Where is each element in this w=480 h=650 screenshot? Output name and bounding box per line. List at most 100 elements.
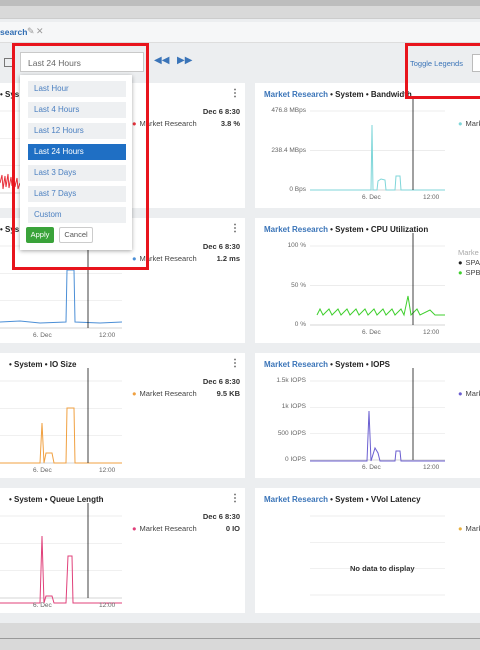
y-tick-label: 1.5k IOPS	[276, 377, 306, 384]
legend-dot: ●	[132, 119, 137, 128]
apply-button[interactable]: Apply	[26, 227, 54, 243]
range-select[interactable]: Last 24 Hours	[20, 52, 144, 72]
range-option[interactable]: Last 7 Days	[28, 186, 126, 202]
toolbar: Last 24 Hours ◀◀ ▶▶ Toggle Legends	[0, 43, 480, 81]
range-option[interactable]: Custom	[28, 207, 126, 223]
y-tick-label: 0 IOPS	[285, 456, 306, 463]
legend-item[interactable]: ● SPA	[458, 258, 480, 267]
hover-value: 0 IO	[225, 524, 240, 533]
edit-icon[interactable]: ✎	[27, 26, 35, 36]
hover-date: Dec 6 8:30	[202, 242, 240, 251]
legend-dot: ●	[458, 268, 463, 277]
hover-value: 3.8 %	[220, 119, 240, 128]
panel-title: Market Research • System • CPU Utilizati…	[264, 225, 428, 234]
metric-name: • Sys	[0, 225, 20, 234]
x-tick-label: 12:00	[99, 467, 116, 474]
legend-item[interactable]: ●Mark	[458, 524, 480, 533]
metric-name: • System • CPU Utilization	[330, 225, 429, 234]
close-icon[interactable]: ✕	[36, 26, 44, 36]
metric-name: • System • IOPS	[330, 360, 390, 369]
cancel-button[interactable]: Cancel	[59, 227, 93, 243]
y-tick-label: 476.8 MBps	[271, 107, 306, 114]
legend-item[interactable]: ● Market Research	[132, 524, 197, 533]
x-tick-label: 12:00	[423, 464, 440, 471]
tab-title[interactable]: search	[0, 27, 28, 37]
legend-dot: ●	[458, 389, 463, 398]
chart-area	[310, 515, 445, 596]
range-option[interactable]: Last 4 Hours	[28, 102, 126, 118]
y-tick-label: 50 %	[291, 281, 306, 289]
legend-item[interactable]: ● Market Research	[132, 389, 197, 398]
next-button[interactable]: ▶▶	[177, 55, 193, 66]
metric-name: • System • Bandwidth	[330, 90, 412, 99]
chart-area	[310, 98, 445, 191]
highlight-box	[12, 43, 149, 270]
legend-label: Market Research	[139, 524, 197, 533]
tab-bar: search ✎ ✕	[0, 22, 480, 43]
source-name[interactable]: Market Research	[264, 225, 329, 234]
panel-title: Market Research • System • IOPS	[264, 360, 390, 369]
chart-panel: Market Research • System • Bandwidth ● Mar…	[255, 83, 480, 208]
range-option[interactable]: Last 12 Hours	[28, 123, 126, 139]
source-name[interactable]: Market Research	[264, 90, 329, 99]
legend-button[interactable]	[472, 54, 480, 72]
hover-value: 9.5 KB	[216, 389, 240, 398]
legend-label: Market Research	[139, 119, 197, 128]
range-value: Last 24 Hours	[28, 58, 81, 68]
x-tick-label: 12:00	[423, 329, 440, 336]
y-tick-label: 100 %	[287, 242, 306, 249]
legend-label: Market Research	[139, 254, 197, 263]
chart-area	[0, 503, 122, 604]
panel-menu[interactable]: ⋮	[230, 358, 240, 369]
chart-panel: Market Research • System • CPU Utilizati…	[255, 218, 480, 343]
hover-date: Dec 6 8:30	[202, 107, 240, 116]
chart-area	[310, 233, 445, 326]
legend-item[interactable]: ● Market Research	[132, 119, 197, 128]
chart-panel: Market Research • System • IOPS ●Mark 1.5k…	[255, 353, 480, 478]
x-tick-label: 6. Dec	[33, 467, 52, 474]
x-tick-label: 6. Dec	[33, 332, 52, 339]
chart-area	[0, 368, 122, 464]
range-dropdown: Last Hour Last 4 Hours Last 12 Hours Last 2…	[20, 75, 132, 250]
legend-dot: ●	[458, 119, 463, 128]
hover-value: 1.2 ms	[216, 254, 240, 263]
x-tick-label: 6. Dec	[33, 602, 52, 609]
frame-top	[0, 0, 480, 6]
x-tick-label: 6. Dec	[362, 329, 381, 336]
legend-label: Marke	[458, 248, 479, 257]
panel-title: Market Research • System • Bandwidth	[264, 90, 412, 99]
legend-label: SPA	[465, 258, 480, 267]
legend-dot: ●	[132, 254, 137, 263]
chart-panel: Market Research • System • VVol Latency ●…	[255, 488, 480, 613]
y-tick-label: 0 Bps	[289, 186, 306, 193]
range-option[interactable]: Last 3 Days	[28, 165, 126, 181]
source-name[interactable]: Market Research	[264, 495, 329, 504]
source-name[interactable]: Market Research	[264, 360, 329, 369]
panel-menu[interactable]: ⋮	[230, 88, 240, 99]
y-tick-label: 0 %	[294, 321, 306, 328]
panel-menu[interactable]: ⋮	[230, 493, 240, 504]
series-line	[0, 407, 122, 464]
range-option[interactable]: Last 24 Hours	[28, 144, 126, 160]
legend-item[interactable]: ● SPB	[458, 268, 480, 277]
toggle-legends[interactable]: Toggle Legends	[410, 59, 463, 68]
series-line	[0, 269, 123, 324]
series-line	[316, 295, 445, 317]
x-tick-label: 6. Dec	[362, 464, 381, 471]
legend-item[interactable]: ●Mark	[458, 389, 480, 398]
hover-date: Dec 6 8:30	[202, 377, 240, 386]
legend-item[interactable]: ● Market Research	[132, 254, 197, 263]
prev-button[interactable]: ◀◀	[154, 55, 170, 66]
legend-item[interactable]: ●Mark	[458, 119, 480, 128]
frame-bottom	[0, 638, 480, 639]
range-option[interactable]: Last Hour	[28, 81, 126, 97]
panel-title: • System • IO Size	[9, 360, 76, 369]
legend-item[interactable]: Marke	[458, 248, 479, 257]
y-tick-label: 238.4 MBps	[271, 146, 306, 154]
hover-date: Dec 6 8:30	[202, 512, 240, 521]
panel-menu[interactable]: ⋮	[230, 223, 240, 234]
x-tick-label: 12:00	[423, 194, 440, 201]
series-line	[0, 173, 21, 190]
legend-dot: ●	[458, 524, 463, 533]
